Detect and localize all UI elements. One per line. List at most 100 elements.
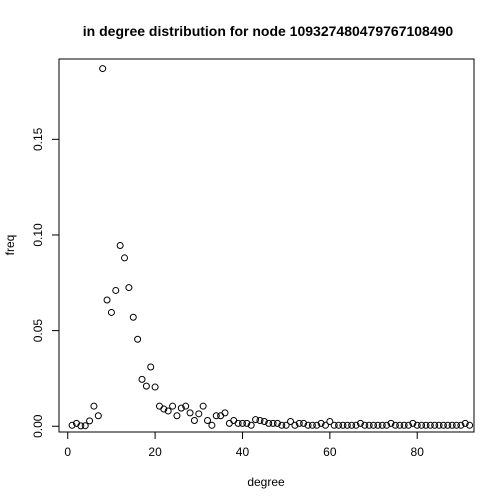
data-point [291, 421, 299, 429]
data-point [151, 383, 159, 391]
x-tick-label: 0 [64, 445, 71, 459]
data-point [86, 417, 94, 425]
data-point [448, 421, 456, 429]
data-point [391, 421, 399, 429]
data-point [365, 421, 373, 429]
data-point [68, 421, 76, 429]
data-point [343, 421, 351, 429]
data-point [147, 363, 155, 371]
data-point [330, 421, 338, 429]
data-points [68, 65, 474, 430]
x-axis: 0 20 40 60 80 [64, 432, 424, 459]
data-point [90, 402, 98, 410]
y-tick-label: 0.10 [31, 223, 45, 247]
data-point [173, 412, 181, 420]
data-point [260, 417, 268, 425]
data-point [396, 421, 404, 429]
data-point [352, 421, 360, 429]
data-point [326, 417, 334, 425]
data-point [287, 417, 295, 425]
data-point [278, 421, 286, 429]
data-point [273, 419, 281, 427]
y-tick-label: 0.05 [31, 319, 45, 343]
data-point [204, 417, 212, 425]
data-point [103, 296, 111, 304]
x-axis-label: degree [247, 475, 285, 489]
data-point [356, 419, 364, 427]
data-point [234, 419, 242, 427]
x-tick-label: 80 [411, 445, 425, 459]
data-point [121, 254, 129, 262]
data-point [116, 242, 124, 249]
data-point [295, 419, 303, 427]
data-point [77, 422, 85, 430]
data-point [453, 421, 461, 429]
data-point [107, 308, 115, 316]
data-point [217, 412, 225, 420]
data-point [182, 402, 190, 410]
data-point [164, 407, 172, 415]
data-point [444, 421, 452, 429]
data-point [112, 286, 120, 294]
data-point [378, 421, 386, 429]
data-point [313, 421, 321, 429]
data-point [199, 402, 207, 410]
data-point [142, 382, 150, 390]
data-point [81, 422, 89, 430]
data-point [426, 421, 434, 429]
y-axis: 0.00 0.05 0.10 0.15 [31, 127, 59, 438]
data-point [138, 375, 146, 383]
data-point [439, 421, 447, 429]
data-point [129, 313, 137, 321]
data-point [374, 421, 382, 429]
data-point [190, 417, 198, 425]
data-point [308, 421, 316, 429]
data-point [134, 335, 142, 343]
data-point [361, 421, 369, 429]
data-point [339, 421, 347, 429]
data-point [247, 421, 255, 429]
data-point [387, 419, 395, 427]
y-tick-label: 0.15 [31, 127, 45, 151]
data-point [243, 419, 251, 427]
data-point [155, 402, 163, 410]
data-point [422, 421, 430, 429]
data-point [169, 402, 177, 410]
data-point [195, 410, 203, 418]
data-point [177, 404, 185, 412]
data-point [400, 421, 408, 429]
data-point [212, 412, 220, 420]
data-point [265, 419, 273, 427]
chart-title: in degree distribution for node 10932748… [83, 23, 454, 39]
data-point [269, 419, 277, 427]
data-point [300, 419, 308, 427]
data-point [321, 421, 329, 429]
data-point [466, 421, 474, 429]
data-point [99, 65, 107, 73]
data-point [317, 419, 325, 427]
x-tick-label: 40 [236, 445, 250, 459]
x-tick-label: 20 [148, 445, 162, 459]
data-point [256, 417, 264, 425]
y-tick-label: 0.00 [31, 414, 45, 438]
data-point [409, 419, 417, 427]
data-point [252, 416, 260, 424]
data-point [435, 421, 443, 429]
data-point [160, 405, 168, 413]
data-point [383, 421, 391, 429]
data-point [221, 409, 229, 417]
y-axis-label: freq [3, 235, 17, 256]
data-point [225, 419, 233, 427]
data-point [413, 421, 421, 429]
data-point [348, 421, 356, 429]
data-point [404, 421, 412, 429]
data-point [208, 421, 216, 429]
data-point [431, 421, 439, 429]
data-point [230, 417, 238, 425]
plot-frame [58, 58, 475, 433]
data-point [125, 284, 133, 292]
data-point [370, 421, 378, 429]
x-tick-label: 60 [323, 445, 337, 459]
data-point [94, 412, 102, 420]
